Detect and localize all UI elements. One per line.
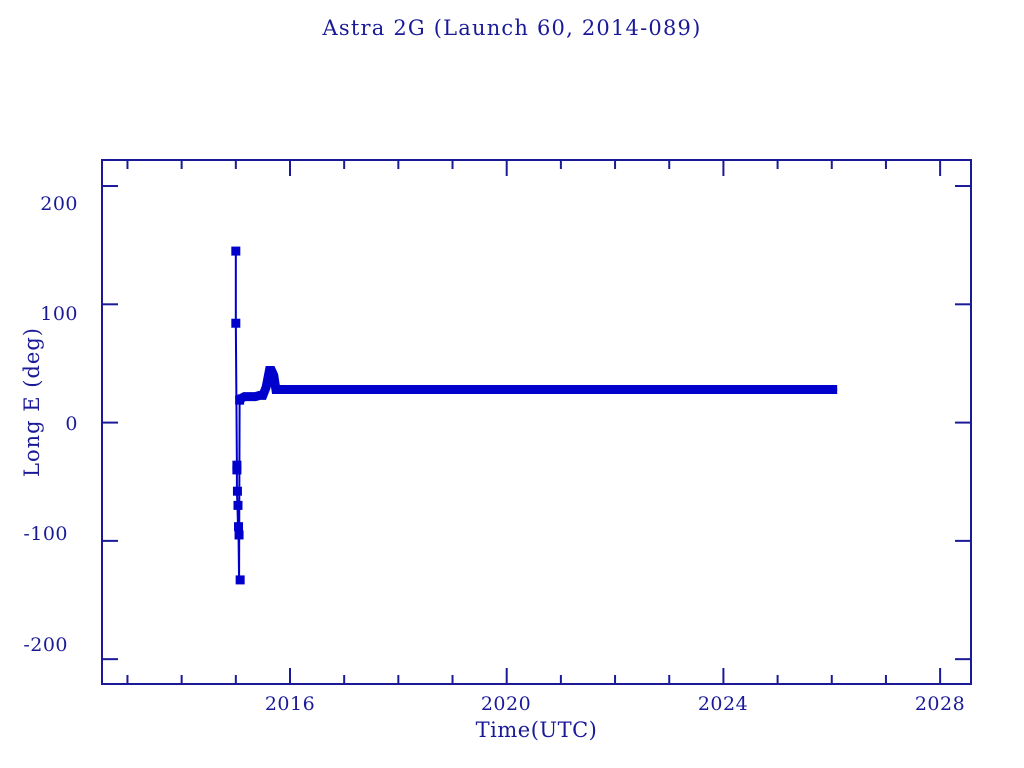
y-tick-label-100: 100 — [40, 303, 78, 325]
y-tick-label-neg200: -200 — [23, 634, 68, 656]
x-tick-label-2028: 2028 — [914, 693, 966, 715]
chart-title: Astra 2G (Launch 60, 2014-089) — [322, 16, 702, 40]
axis-ticks — [102, 160, 971, 684]
x-axis-label: Time(UTC) — [475, 718, 598, 742]
y-tick-label-neg100: -100 — [23, 523, 68, 545]
x-tick-label-2024: 2024 — [697, 693, 749, 715]
x-tick-label-2020: 2020 — [480, 693, 532, 715]
plot-frame — [101, 159, 972, 685]
data-series — [231, 246, 838, 585]
x-tick-label-2016: 2016 — [264, 693, 316, 715]
y-tick-label-0: 0 — [65, 413, 78, 435]
y-tick-label-200: 200 — [40, 193, 78, 215]
